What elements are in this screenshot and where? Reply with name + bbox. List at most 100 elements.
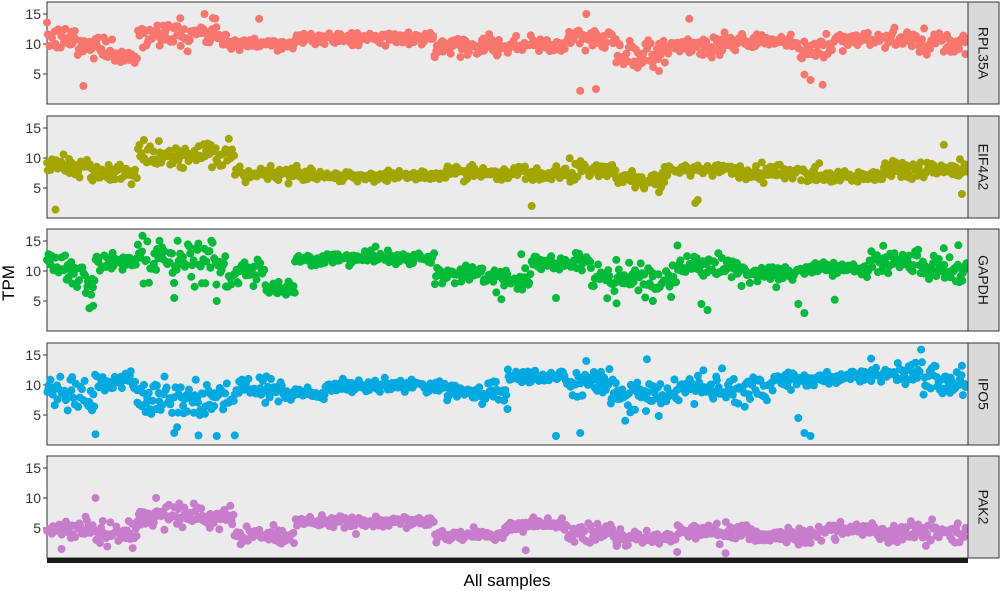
data-point — [565, 154, 574, 163]
data-point — [512, 32, 521, 40]
outlier-point — [648, 297, 657, 305]
facet-panel-gapdh: 5 10 15 GAPDH — [25, 228, 1000, 332]
outlier-point — [212, 432, 221, 440]
data-point — [170, 279, 179, 287]
data-point — [178, 523, 187, 532]
y-tick-label: 10 — [25, 150, 41, 166]
outlier-point — [79, 82, 88, 90]
data-point — [817, 536, 826, 545]
outlier-point — [693, 196, 702, 204]
outlier-point — [527, 202, 536, 210]
data-point — [176, 383, 185, 392]
data-point — [955, 45, 964, 54]
data-point — [640, 270, 649, 279]
data-point — [75, 173, 84, 182]
outlier-point — [673, 548, 682, 556]
data-point — [831, 536, 840, 544]
data-point — [737, 282, 746, 290]
y-tick-label: 5 — [33, 520, 41, 536]
data-point — [878, 175, 887, 184]
data-point — [715, 540, 724, 549]
data-point — [890, 23, 899, 32]
data-point — [560, 44, 569, 53]
data-point — [611, 166, 620, 175]
data-point — [525, 279, 534, 287]
data-point — [147, 409, 156, 418]
data-point — [133, 240, 142, 249]
data-point — [143, 237, 152, 246]
data-point — [111, 175, 120, 183]
data-point — [531, 366, 540, 375]
data-point — [592, 29, 601, 38]
outlier-point — [939, 244, 948, 253]
data-point — [149, 147, 158, 156]
data-point — [43, 18, 51, 27]
data-point — [165, 146, 174, 155]
data-point — [88, 283, 97, 292]
data-point — [692, 254, 701, 263]
data-point — [226, 501, 235, 510]
outlier-point — [170, 294, 179, 302]
data-point — [822, 29, 831, 38]
data-point — [718, 364, 726, 373]
data-point — [200, 409, 209, 418]
data-point — [953, 260, 962, 269]
data-point — [493, 49, 502, 58]
data-point — [78, 263, 87, 272]
data-point — [221, 252, 230, 261]
data-point — [594, 260, 603, 269]
data-point — [873, 251, 882, 260]
data-point — [215, 525, 224, 534]
data-point — [931, 362, 940, 371]
outlier-point — [212, 297, 221, 305]
outlier-point — [800, 70, 809, 79]
data-point — [502, 391, 511, 400]
facet-strip-label: RPL35A — [976, 27, 992, 80]
data-point — [219, 259, 228, 268]
data-point — [464, 48, 473, 57]
data-point — [348, 41, 357, 50]
data-point — [623, 57, 632, 66]
series-points-eif4a2 — [43, 134, 972, 214]
outlier-point — [576, 429, 585, 437]
outlier-point — [255, 14, 264, 23]
data-point — [698, 50, 707, 59]
data-point — [194, 239, 203, 248]
data-point — [148, 396, 157, 405]
y-tick-label: 5 — [33, 407, 41, 423]
outlier-point — [655, 188, 663, 197]
data-point — [227, 280, 236, 289]
data-point — [189, 408, 198, 417]
data-point — [75, 276, 83, 285]
data-point — [757, 158, 766, 167]
data-point — [603, 294, 612, 303]
y-axis-title: TPM — [0, 265, 18, 301]
outlier-point — [685, 14, 694, 23]
facet-strip-label: GAPDH — [976, 255, 992, 305]
data-point — [699, 366, 708, 375]
data-point — [168, 159, 177, 168]
data-point — [173, 236, 182, 245]
outlier-point — [642, 355, 651, 364]
data-point — [958, 391, 967, 400]
data-point — [642, 407, 650, 416]
y-tick-label: 10 — [25, 377, 41, 393]
data-point — [221, 389, 230, 398]
data-point — [656, 380, 665, 389]
data-point — [863, 273, 871, 282]
data-point — [667, 293, 676, 301]
data-point — [154, 28, 163, 37]
data-point — [56, 372, 65, 381]
data-point — [80, 376, 89, 385]
data-point — [945, 253, 954, 262]
data-point — [61, 251, 70, 260]
data-point — [663, 171, 672, 180]
data-point — [234, 279, 243, 288]
data-point — [87, 290, 96, 299]
outlier-point — [552, 294, 560, 302]
data-point — [918, 358, 926, 367]
outlier-point — [170, 429, 179, 437]
data-point — [872, 363, 881, 372]
data-point — [290, 539, 298, 548]
data-point — [160, 372, 169, 381]
